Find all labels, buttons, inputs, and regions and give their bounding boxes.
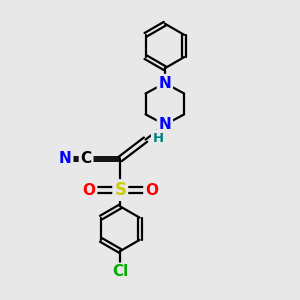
Text: N: N xyxy=(158,76,171,91)
Text: O: O xyxy=(145,183,158,198)
Text: N: N xyxy=(59,152,72,166)
Text: Cl: Cl xyxy=(112,264,128,279)
Text: N: N xyxy=(158,117,171,132)
Text: C: C xyxy=(80,152,92,166)
Text: S: S xyxy=(114,181,126,199)
Text: O: O xyxy=(82,183,96,198)
Text: H: H xyxy=(152,132,164,145)
